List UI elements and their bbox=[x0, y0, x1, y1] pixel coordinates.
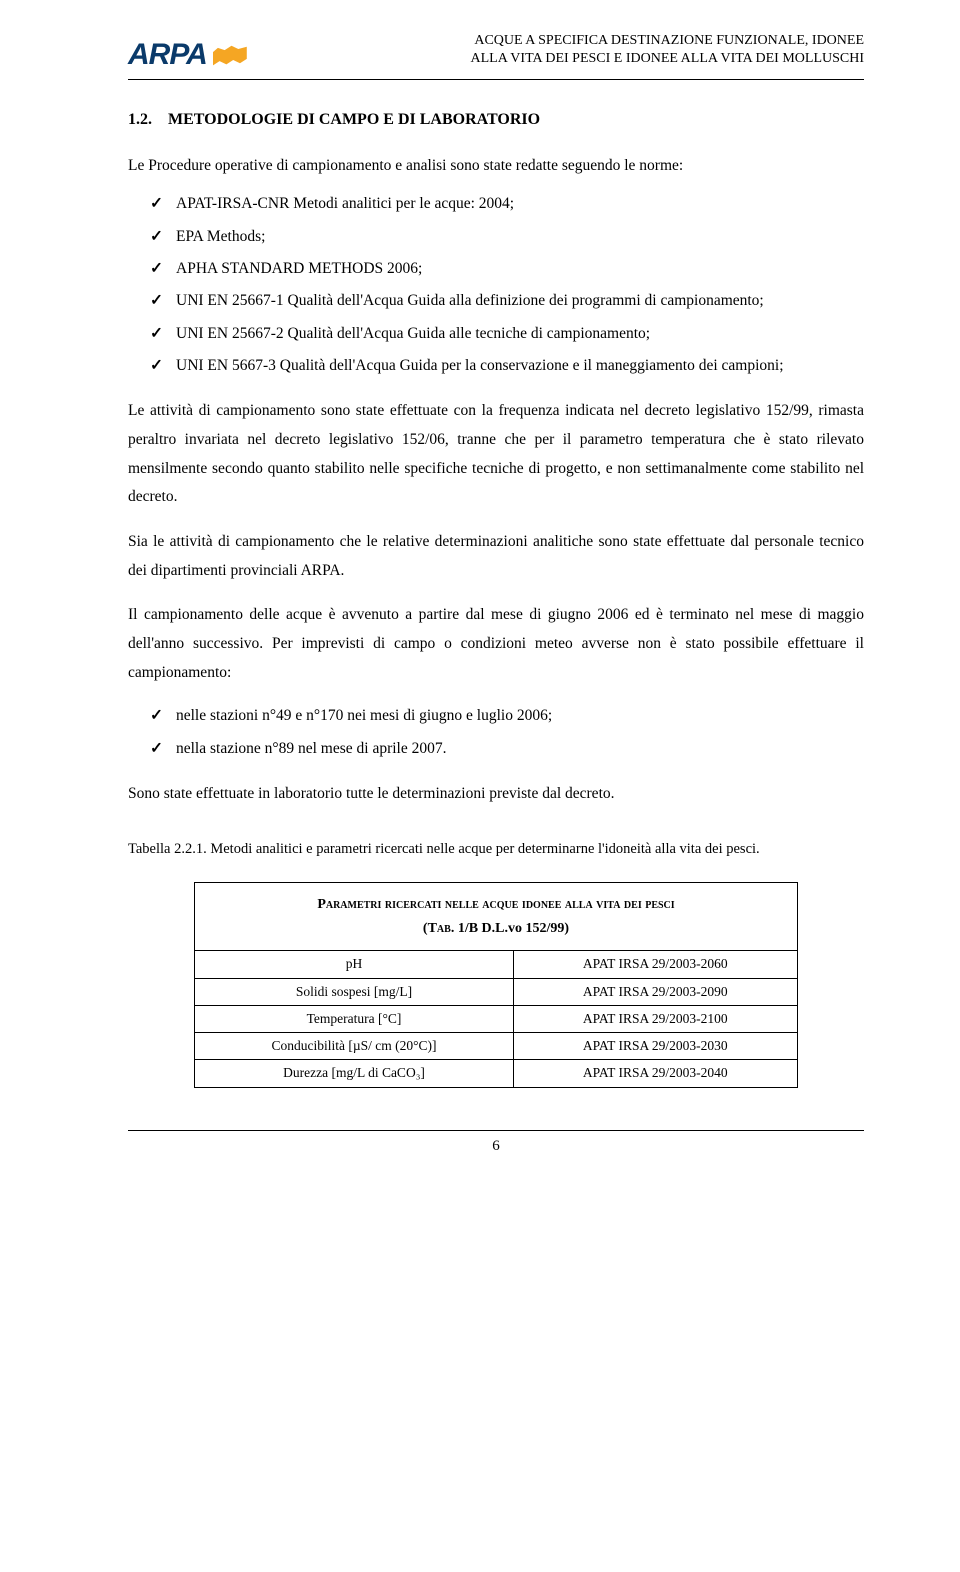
list-item: UNI EN 25667-2 Qualità dell'Acqua Guida … bbox=[156, 321, 864, 347]
method-cell: APAT IRSA 29/2003-2030 bbox=[513, 1033, 797, 1060]
page-footer: 6 bbox=[128, 1130, 864, 1158]
method-cell: APAT IRSA 29/2003-2090 bbox=[513, 978, 797, 1005]
intro-paragraph: Le Procedure operative di campionamento … bbox=[128, 154, 864, 177]
list-item: EPA Methods; bbox=[156, 224, 864, 250]
logo: ARPA bbox=[128, 32, 247, 77]
table-title-line2b: 1/B D.L.vo 152/99) bbox=[454, 921, 569, 936]
page-number: 6 bbox=[492, 1138, 500, 1154]
list-item: nella stazione n°89 nel mese di aprile 2… bbox=[156, 736, 864, 762]
method-cell: APAT IRSA 29/2003-2060 bbox=[513, 951, 797, 978]
list-item: nelle stazioni n°49 e n°170 nei mesi di … bbox=[156, 703, 864, 729]
list-item: UNI EN 5667-3 Qualità dell'Acqua Guida p… bbox=[156, 353, 864, 379]
param-cell: Temperatura [°C] bbox=[195, 1005, 514, 1032]
sicily-icon bbox=[213, 44, 247, 66]
methods-list: APAT-IRSA-CNR Metodi analitici per le ac… bbox=[128, 191, 864, 379]
parameters-table: Parametri ricercati nelle acque idonee a… bbox=[194, 882, 798, 1087]
header-title: ACQUE A SPECIFICA DESTINAZIONE FUNZIONAL… bbox=[471, 32, 865, 67]
logo-text: ARPA bbox=[128, 32, 207, 77]
body-paragraph: Sia le attività di campionamento che le … bbox=[128, 528, 864, 585]
table-header: Parametri ricercati nelle acque idonee a… bbox=[195, 883, 798, 951]
body-paragraph: Le attività di campionamento sono state … bbox=[128, 397, 864, 512]
table-row: Temperatura [°C] APAT IRSA 29/2003-2100 bbox=[195, 1005, 798, 1032]
param-cell: pH bbox=[195, 951, 514, 978]
page-header: ARPA ACQUE A SPECIFICA DESTINAZIONE FUNZ… bbox=[128, 32, 864, 80]
param-cell: Solidi sospesi [mg/L] bbox=[195, 978, 514, 1005]
section-number: 1.2. bbox=[128, 111, 152, 128]
table-title-line1: Parametri ricercati nelle acque idonee a… bbox=[317, 897, 674, 912]
list-item: APAT-IRSA-CNR Metodi analitici per le ac… bbox=[156, 191, 864, 217]
exceptions-list: nelle stazioni n°49 e n°170 nei mesi di … bbox=[128, 703, 864, 762]
table-row: Durezza [mg/L di CaCO₃] APAT IRSA 29/200… bbox=[195, 1060, 798, 1087]
table-caption: Tabella 2.2.1. Metodi analitici e parame… bbox=[128, 839, 864, 861]
header-title-line2: ALLA VITA DEI PESCI E IDONEE ALLA VITA D… bbox=[471, 50, 865, 68]
table-row: Solidi sospesi [mg/L] APAT IRSA 29/2003-… bbox=[195, 978, 798, 1005]
closing-paragraph: Sono state effettuate in laboratorio tut… bbox=[128, 780, 864, 809]
section-heading: 1.2. METODOLOGIE DI CAMPO E DI LABORATOR… bbox=[128, 108, 864, 132]
method-cell: APAT IRSA 29/2003-2100 bbox=[513, 1005, 797, 1032]
body-paragraph: Il campionamento delle acque è avvenuto … bbox=[128, 601, 864, 687]
table-row: Conducibilità [µS/ cm (20°C)] APAT IRSA … bbox=[195, 1033, 798, 1060]
section-title: METODOLOGIE DI CAMPO E DI LABORATORIO bbox=[168, 111, 540, 128]
table-row: pH APAT IRSA 29/2003-2060 bbox=[195, 951, 798, 978]
list-item: APHA STANDARD METHODS 2006; bbox=[156, 256, 864, 282]
list-item: UNI EN 25667-1 Qualità dell'Acqua Guida … bbox=[156, 288, 864, 314]
method-cell: APAT IRSA 29/2003-2040 bbox=[513, 1060, 797, 1087]
param-cell: Conducibilità [µS/ cm (20°C)] bbox=[195, 1033, 514, 1060]
param-cell: Durezza [mg/L di CaCO₃] bbox=[195, 1060, 514, 1087]
parameters-table-wrap: Parametri ricercati nelle acque idonee a… bbox=[194, 882, 798, 1087]
header-title-line1: ACQUE A SPECIFICA DESTINAZIONE FUNZIONAL… bbox=[471, 32, 865, 50]
table-title-line2a: (Tab. bbox=[423, 921, 454, 936]
